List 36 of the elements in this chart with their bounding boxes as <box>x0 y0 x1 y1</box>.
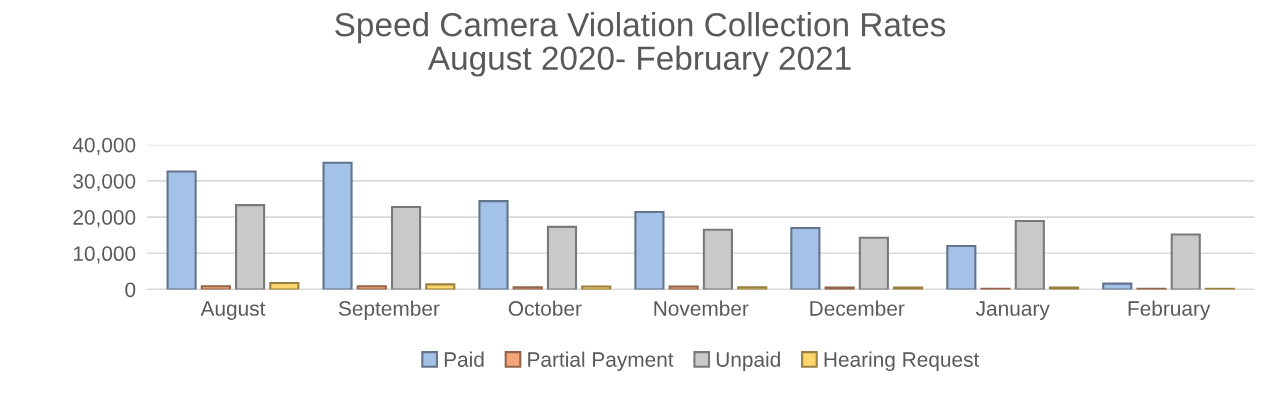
x-tick-label: September <box>338 300 440 320</box>
chart-title: Speed Camera Violation Collection Rates August 2020- February 2021 <box>335 12 946 77</box>
bar <box>737 286 768 290</box>
bar <box>546 225 578 290</box>
bar <box>946 244 977 290</box>
bar <box>200 285 231 290</box>
x-tick-label: November <box>654 300 749 316</box>
bar <box>322 161 353 290</box>
bar <box>390 205 422 290</box>
x-tick-label: December <box>810 300 905 316</box>
bar <box>425 283 456 290</box>
bar <box>235 204 266 290</box>
bar <box>858 236 889 290</box>
bar <box>478 200 509 290</box>
bar <box>634 210 665 290</box>
bar <box>269 281 300 290</box>
legend-label: Unpaid <box>716 351 780 372</box>
y-tick-label: 0 <box>125 282 136 298</box>
bar <box>356 285 387 290</box>
legend-label: Paid <box>444 351 484 367</box>
y-tick-label: 30,000 <box>73 173 136 192</box>
bar <box>512 286 543 290</box>
x-tick-label: October <box>508 300 582 316</box>
x-tick-label: August <box>200 301 266 320</box>
x-tick-label: January <box>975 301 1050 320</box>
bar <box>1170 233 1201 290</box>
bar <box>166 170 197 290</box>
bar <box>1014 220 1045 290</box>
y-tick-label: 10,000 <box>73 246 136 264</box>
y-tick-label: 40,000 <box>72 137 136 155</box>
legend-label: Partial Payment <box>528 351 674 372</box>
legend-label: Hearing Request <box>824 351 980 372</box>
y-tick-label: 20,000 <box>73 210 136 228</box>
bar <box>790 226 821 290</box>
bar <box>702 228 733 290</box>
x-tick-label: February <box>1128 300 1211 320</box>
